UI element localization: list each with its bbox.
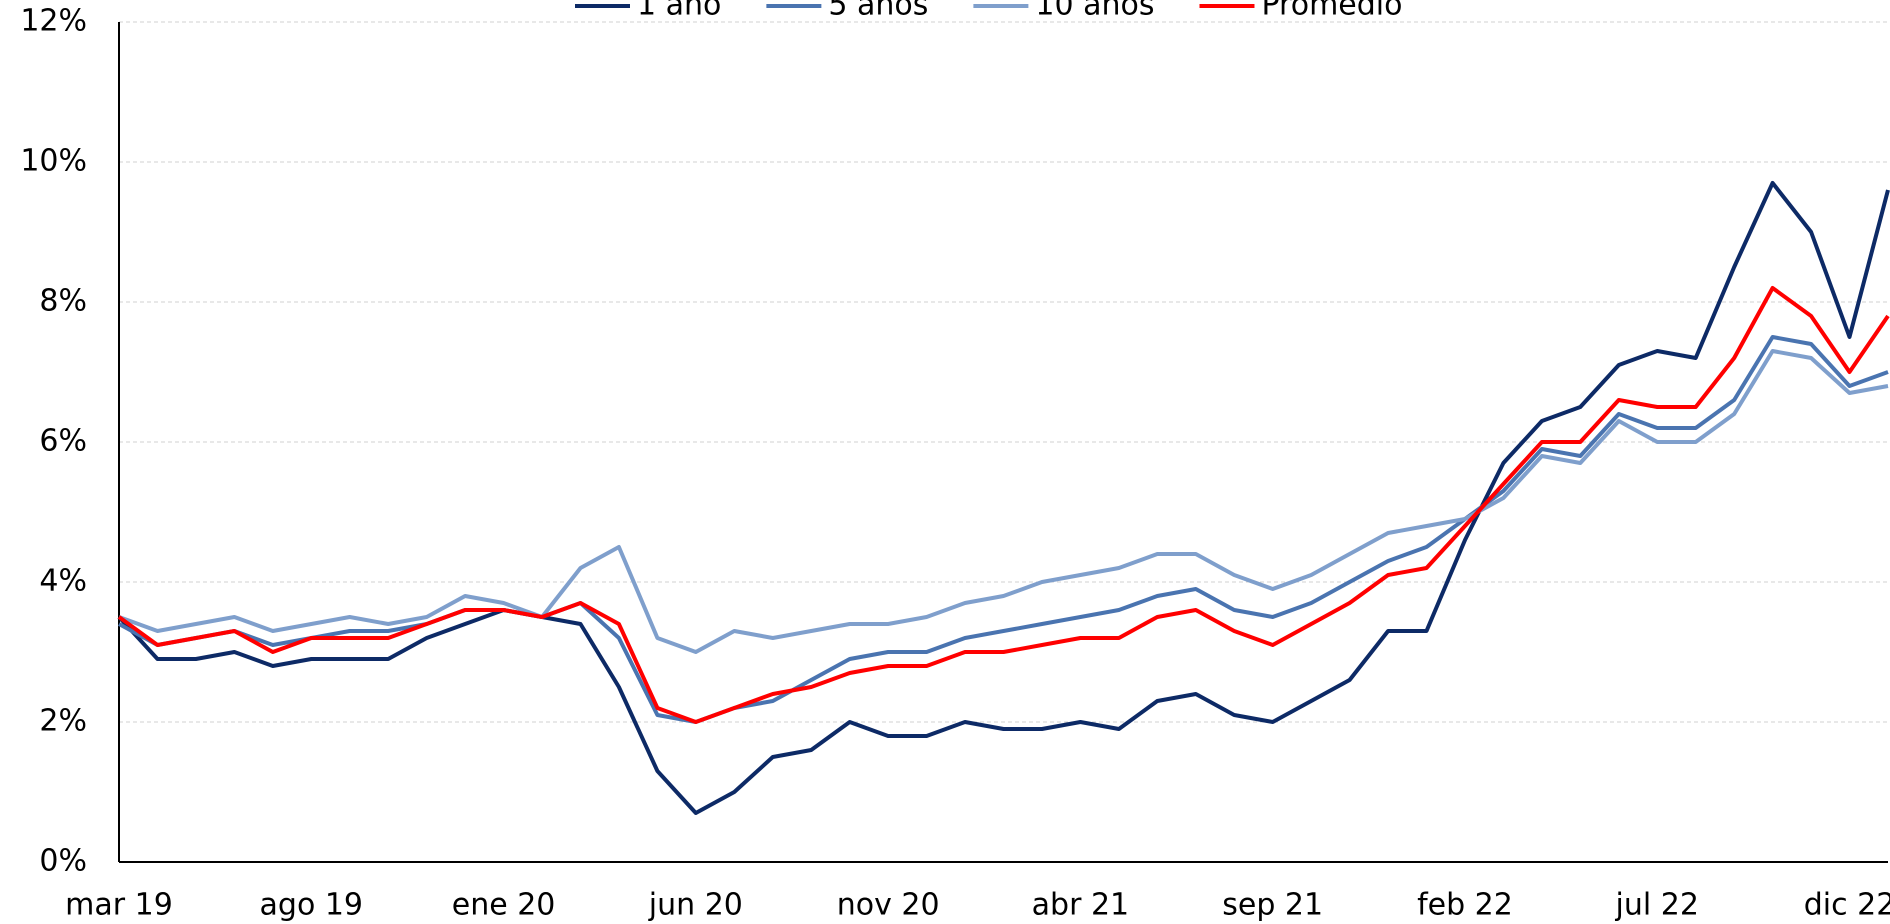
series-line bbox=[117, 181, 1890, 815]
y-tick-label: 6% bbox=[39, 424, 87, 459]
y-tick-label: 10% bbox=[20, 144, 87, 179]
y-tick-label: 12% bbox=[20, 4, 87, 39]
x-tick-label: ago 19 bbox=[260, 888, 364, 923]
x-tick-label: sep 21 bbox=[1222, 888, 1323, 923]
x-tick-label: mar 19 bbox=[65, 888, 173, 923]
x-tick-label: feb 22 bbox=[1417, 888, 1513, 923]
x-tick-label: jun 20 bbox=[648, 888, 743, 923]
legend-label: Promedio bbox=[1261, 0, 1402, 23]
x-tick-label: abr 21 bbox=[1032, 888, 1129, 923]
series-line bbox=[118, 349, 1889, 654]
x-tick-label: jul 22 bbox=[1615, 888, 1699, 923]
y-tick-label: 0% bbox=[39, 844, 87, 879]
series-line bbox=[117, 286, 1890, 724]
x-tick-label: nov 20 bbox=[837, 888, 940, 923]
y-tick-label: 8% bbox=[39, 284, 87, 319]
legend-label: 5 años bbox=[828, 0, 928, 23]
x-tick-label: dic 22 bbox=[1804, 888, 1890, 923]
legend-label: 1 año bbox=[637, 0, 721, 23]
series-line bbox=[118, 335, 1889, 724]
y-tick-label: 4% bbox=[39, 564, 87, 599]
x-tick-label: ene 20 bbox=[452, 888, 556, 923]
y-tick-label: 2% bbox=[39, 704, 87, 739]
legend-label: 10 años bbox=[1035, 0, 1154, 23]
